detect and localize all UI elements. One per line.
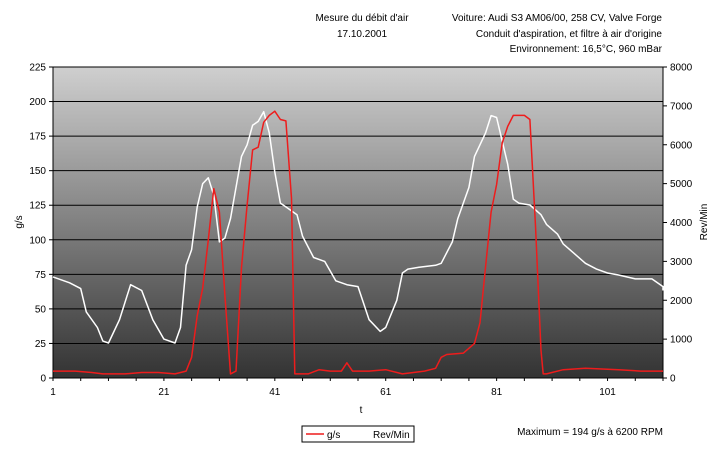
series-line-rpm <box>52 110 664 344</box>
x-tick-label: 101 <box>599 387 616 398</box>
y-tick-label: 50 <box>35 304 47 315</box>
y-tick-label: 150 <box>29 166 46 177</box>
vehicle-info: Voiture: Audi S3 AM06/00, 258 CV, Valve … <box>452 13 663 24</box>
y-tick-label: 25 <box>35 339 47 350</box>
y-tick-label: 75 <box>35 270 47 281</box>
maximum-note: Maximum = 194 g/s à 6200 RPM <box>517 427 663 438</box>
x-tick-label: 81 <box>491 387 503 398</box>
plot-area <box>52 66 664 379</box>
legend: g/s Rev/Min <box>301 425 415 443</box>
y2-tick-label: 1000 <box>670 335 693 346</box>
y-tick-label: 100 <box>29 235 46 246</box>
y2-axis-title: Rev/Min <box>699 204 710 241</box>
y2-tick-label: 6000 <box>670 140 693 151</box>
x-tick-label: 21 <box>158 387 170 398</box>
legend-label-rpm: Rev/Min <box>373 430 410 441</box>
series-layer <box>52 110 664 375</box>
y-tick-label: 0 <box>40 374 46 385</box>
environment-info: Environnement: 16,5°C, 960 mBar <box>510 44 663 55</box>
x-axis-title: t <box>360 405 363 416</box>
x-tick-label: 1 <box>50 387 56 398</box>
x-tick-label: 41 <box>269 387 281 398</box>
y-tick-label: 225 <box>29 63 46 74</box>
intake-info: Conduit d'aspiration, et filtre à air d'… <box>476 29 663 40</box>
y-axis-title: g/s <box>14 215 25 228</box>
y-tick-label: 175 <box>29 132 46 143</box>
y2-tick-label: 3000 <box>670 257 693 268</box>
y2-tick-label: 7000 <box>670 101 693 112</box>
y2-tick-label: 8000 <box>670 63 693 74</box>
x-tick-label: 61 <box>380 387 392 398</box>
chart-title: Mesure du débit d'air <box>315 13 409 24</box>
y-tick-label: 200 <box>29 97 46 108</box>
y2-tick-label: 0 <box>670 374 676 385</box>
series-line-gs <box>53 110 663 375</box>
legend-label-gs: g/s <box>327 430 340 441</box>
y2-tick-label: 4000 <box>670 218 693 229</box>
y-tick-label: 125 <box>29 201 46 212</box>
axes: 0 25 50 75 100 125 150 175 200 225 0 1000 2000 3000 40… <box>29 63 692 399</box>
chart-date: 17.10.2001 <box>337 29 387 40</box>
y2-tick-label: 2000 <box>670 296 693 307</box>
gridlines <box>53 66 663 344</box>
y2-tick-label: 5000 <box>670 179 693 190</box>
